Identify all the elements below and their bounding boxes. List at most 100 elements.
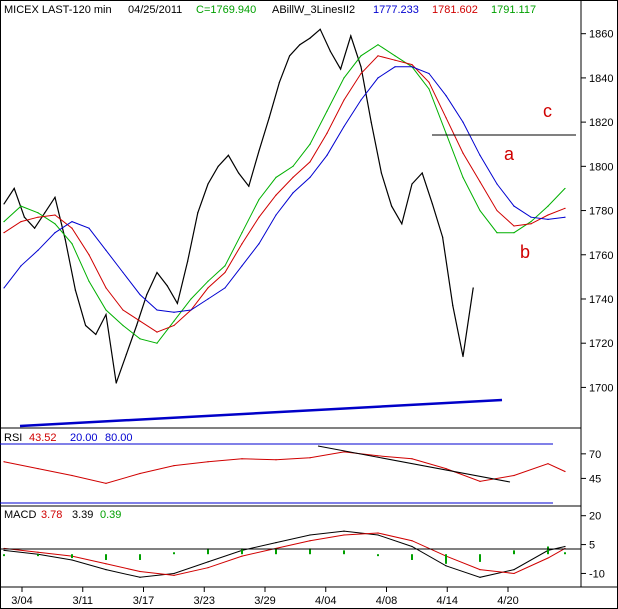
- macd-point-macd: [479, 576, 481, 578]
- price-point-close: [23, 216, 25, 218]
- macd-point-macd: [207, 561, 209, 563]
- rsi-label: RSI: [4, 432, 22, 444]
- macd-point-macd: [3, 549, 5, 551]
- price-point-close: [329, 50, 331, 52]
- price-point-close: [309, 37, 311, 39]
- xtick-label: 3/17: [133, 595, 154, 607]
- rsi-point-rsi: [139, 472, 141, 475]
- price-point-mid: [309, 161, 311, 163]
- price-point-slow: [258, 243, 260, 245]
- price-point-close: [125, 353, 127, 355]
- annotation-c: c: [543, 101, 552, 121]
- price-point-slow: [377, 77, 379, 79]
- price-point-close: [227, 154, 229, 156]
- price-point-mid: [275, 194, 277, 196]
- price-ytick-label: 1840: [589, 73, 613, 85]
- price-ytick-label: 1760: [589, 250, 613, 262]
- price-point-close: [44, 212, 46, 214]
- macd-ytick-label: -10: [589, 568, 605, 580]
- xtick-label: 3/23: [194, 595, 215, 607]
- price-point-mid: [462, 152, 464, 154]
- price-point-slow: [105, 249, 107, 251]
- rsi-series-rsi: [3, 451, 566, 484]
- price-point-slow: [530, 216, 532, 218]
- header-fast-value: 1791.117: [491, 4, 536, 16]
- price-point-fast: [20, 205, 22, 207]
- price-point-close: [136, 324, 138, 327]
- price-point-mid: [343, 99, 345, 101]
- price-point-fast: [292, 165, 294, 167]
- rsi-point-rsi: [479, 480, 481, 482]
- macd-point-macd: [445, 565, 447, 567]
- macd-point-signal: [173, 574, 175, 576]
- annotation-a: a: [504, 144, 515, 164]
- price-point-slow: [207, 298, 209, 300]
- price-series-mid: [3, 55, 566, 333]
- price-ytick-label: 1780: [589, 206, 613, 218]
- rsi-point-rsi: [241, 458, 243, 460]
- rsi-low-level: 20.00: [70, 432, 98, 444]
- macd-ytick-label: 20: [589, 511, 601, 523]
- price-point-slow: [326, 154, 328, 156]
- price-point-slow: [156, 309, 158, 311]
- price-point-close: [340, 68, 342, 70]
- price-point-close: [166, 285, 168, 287]
- support-trendline: [19, 398, 503, 428]
- price-point-mid: [258, 216, 260, 218]
- price-point-slow: [71, 221, 73, 223]
- rsi-high-level: 80.00: [105, 432, 133, 444]
- price-point-fast: [513, 232, 515, 234]
- macd-point-macd: [139, 576, 141, 578]
- price-point-fast: [190, 298, 192, 300]
- price-point-slow: [122, 271, 124, 274]
- price-point-close: [319, 28, 321, 30]
- price-point-fast: [122, 324, 124, 327]
- price-point-fast: [241, 232, 243, 234]
- price-point-mid: [547, 214, 549, 216]
- xtick-label: 3/29: [254, 595, 275, 607]
- price-point-fast: [326, 110, 328, 112]
- price-point-slow: [547, 218, 549, 220]
- price-point-mid: [20, 221, 22, 223]
- price-point-close: [217, 165, 219, 167]
- price-point-fast: [37, 212, 39, 214]
- xtick-label: 4/14: [437, 595, 458, 607]
- price-point-mid: [3, 232, 5, 234]
- price-point-fast: [445, 132, 447, 134]
- annotation-b: b: [520, 242, 530, 262]
- price-point-fast: [139, 338, 141, 340]
- price-point-mid: [224, 271, 226, 274]
- header-indicator-name: ABillW_3LinesII2: [272, 4, 355, 16]
- price-point-mid: [292, 176, 294, 178]
- price-point-slow: [139, 293, 141, 296]
- price-point-fast: [428, 88, 430, 90]
- price-point-fast: [207, 280, 209, 282]
- rsi-point-rsi: [3, 461, 5, 463]
- price-point-close: [197, 212, 199, 214]
- price-point-mid: [54, 214, 56, 216]
- price-point-fast: [309, 143, 311, 145]
- price-point-close: [289, 55, 291, 57]
- price-point-close: [74, 289, 76, 291]
- price-point-close: [452, 305, 454, 307]
- price-point-slow: [275, 214, 277, 216]
- price-point-slow: [190, 309, 192, 311]
- price-point-close: [299, 44, 301, 46]
- macd-point-signal: [207, 567, 209, 569]
- price-point-close: [115, 382, 117, 384]
- macd-point-macd: [343, 530, 345, 532]
- rsi-point-rsi: [445, 467, 447, 470]
- header-mid-value: 1781.602: [432, 4, 478, 16]
- price-point-close: [105, 313, 107, 316]
- price-point-close: [238, 172, 240, 174]
- price-point-close: [360, 66, 362, 68]
- rsi-trendline: [317, 445, 511, 483]
- header-symbol: MICEX LAST-120 min: [4, 4, 112, 16]
- rsi-point-rsi: [309, 457, 311, 459]
- price-ytick-label: 1860: [589, 29, 613, 41]
- price-point-slow: [88, 227, 90, 229]
- price-point-fast: [275, 176, 277, 178]
- price-point-close: [187, 260, 189, 262]
- price-point-mid: [513, 225, 515, 227]
- price-ytick-label: 1800: [589, 161, 613, 173]
